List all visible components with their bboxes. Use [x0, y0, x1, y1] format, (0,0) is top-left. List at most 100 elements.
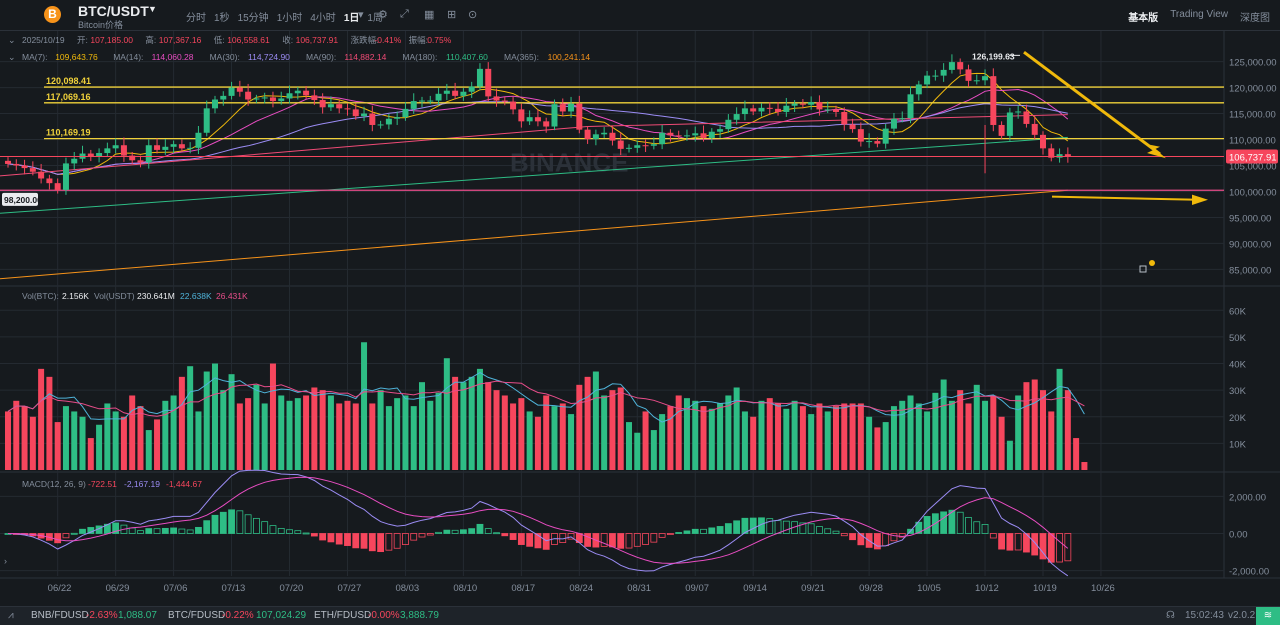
time-tick-label: 10/12: [975, 583, 999, 594]
price-tick-label: 110,000.00: [1229, 136, 1276, 147]
indicators-icon[interactable]: ⤢: [400, 8, 409, 20]
candle-body: [311, 95, 318, 101]
macd-histogram-bar: [228, 509, 235, 534]
tf-1d[interactable]: 1日: [343, 13, 360, 24]
volume-bar: [485, 382, 492, 470]
macd-histogram-bar: [989, 533, 997, 539]
candle-body: [642, 145, 649, 147]
ohlc-high-value: 107,367.16: [159, 35, 202, 45]
candle-body: [1048, 148, 1055, 158]
footer-pair-btc[interactable]: BTC/FDUSD: [168, 610, 226, 621]
candle-body: [195, 132, 202, 148]
current-price-label: 106,737.91: [1229, 152, 1277, 163]
headset-icon[interactable]: ☊: [1166, 610, 1175, 621]
macd-histogram-bar: [857, 533, 865, 546]
candle-body: [725, 119, 732, 130]
alert-dot: [1149, 260, 1155, 266]
time-tick-label: 09/28: [859, 583, 883, 594]
macd-histogram-bar: [435, 531, 442, 534]
tf-15m[interactable]: 15分钟: [237, 13, 269, 24]
tf-1w[interactable]: 1周: [367, 13, 383, 24]
candle-body: [187, 147, 194, 149]
volume-bar: [162, 400, 169, 470]
candle-body: [54, 183, 61, 190]
view-tradingview[interactable]: Trading View: [1170, 9, 1228, 20]
price-chart[interactable]: 125,000.00 120,000.00 115,000.00 110,000.00…: [0, 31, 1280, 606]
candle-body: [965, 69, 972, 81]
macd-histogram-bar: [476, 523, 484, 534]
macd-histogram-bar: [352, 533, 360, 549]
ma180-line: [0, 136, 1068, 214]
volume-bar: [1015, 395, 1022, 470]
macd-dif-line: [7, 469, 1069, 577]
volume-bar: [592, 371, 599, 470]
candle-body: [212, 99, 218, 109]
tf-4h[interactable]: 4小时: [310, 13, 336, 24]
chevron-down-icon[interactable]: ▼: [148, 4, 157, 14]
price-tick-label: 120,000.00: [1229, 84, 1277, 95]
candle-body: [882, 128, 889, 144]
symbol-title[interactable]: BTC/USDT: [78, 3, 149, 19]
volume-bar: [410, 406, 417, 470]
tf-tick[interactable]: 分时: [186, 13, 206, 24]
volume-bar: [932, 392, 939, 470]
flat-arrow: [1051, 195, 1199, 201]
macd-histogram-bar: [468, 528, 476, 534]
volume-bar: [982, 400, 989, 470]
macd-histogram-bar: [269, 525, 277, 534]
volume-bar: [973, 384, 980, 470]
footer-pair-eth[interactable]: ETH/FDUSD: [314, 610, 372, 621]
volume-bar: [253, 384, 260, 470]
volume-bar: [824, 411, 831, 470]
volume-bar: [957, 390, 964, 470]
replay-icon[interactable]: ⊙: [468, 9, 478, 21]
footer-change-bnb: -2.63%: [86, 610, 118, 621]
ma-legend-label: MA(14):: [113, 52, 143, 62]
footer-pair-bnb[interactable]: BNB/FDUSD: [31, 610, 89, 621]
candle-body: [982, 76, 989, 81]
candle-body: [1040, 134, 1046, 149]
candle-body: [799, 103, 806, 105]
volume-bar: [203, 371, 210, 470]
macd-histogram-bar: [451, 529, 459, 534]
macd-histogram-bar: [410, 533, 418, 541]
candle-body: [783, 105, 790, 112]
candle-body: [377, 124, 384, 126]
more-timeframes-icon[interactable]: ▾: [358, 9, 364, 21]
macd-histogram-bar: [1031, 533, 1039, 556]
tf-1s[interactable]: 1秒: [214, 13, 230, 24]
settings-icon[interactable]: ⚙: [378, 9, 388, 21]
volume-bar: [13, 400, 20, 470]
symbol-subtitle[interactable]: Bitcoin价格: [78, 20, 124, 30]
view-depth[interactable]: 深度图: [1240, 13, 1270, 24]
drawing-icon[interactable]: ⊞: [447, 9, 457, 21]
ohlc-close-value: 106,737.91: [296, 35, 339, 45]
volume-bar: [741, 411, 748, 470]
view-basic[interactable]: 基本版: [1128, 13, 1159, 24]
candle-body: [435, 93, 442, 101]
tf-1h[interactable]: 1小时: [276, 13, 303, 24]
volume-bar: [534, 416, 541, 470]
candle-body: [419, 100, 425, 102]
macd-histogram-bar: [327, 533, 335, 543]
macd-histogram-bar: [509, 533, 517, 540]
macd-histogram-bar: [294, 530, 302, 534]
volume-bar: [120, 416, 127, 470]
macd-histogram-bar: [211, 514, 219, 534]
ma-legend-label: MA(30):: [210, 52, 240, 62]
macd-histogram-bar: [277, 527, 285, 534]
ohlc-low-label: 低:: [214, 35, 225, 45]
macd-histogram-bar: [186, 529, 194, 534]
macd-tick-label: 2,000.00: [1229, 492, 1266, 503]
volume-bar: [112, 411, 119, 470]
downtrend-arrowhead: [1147, 144, 1166, 159]
macd-histogram-bar: [402, 533, 409, 546]
layout-icon[interactable]: ▦: [424, 9, 435, 21]
footer-chart-icon[interactable]: ⩘: [8, 610, 14, 621]
candle-body: [816, 102, 823, 110]
time-tick-label: 07/20: [280, 583, 304, 594]
macd-legend-label: MACD(12, 26, 9): [22, 479, 86, 489]
volume-bar: [559, 403, 566, 470]
macd-histogram-bar: [716, 526, 724, 534]
view-switcher: 基本版 Trading View 深度图: [1128, 9, 1270, 24]
